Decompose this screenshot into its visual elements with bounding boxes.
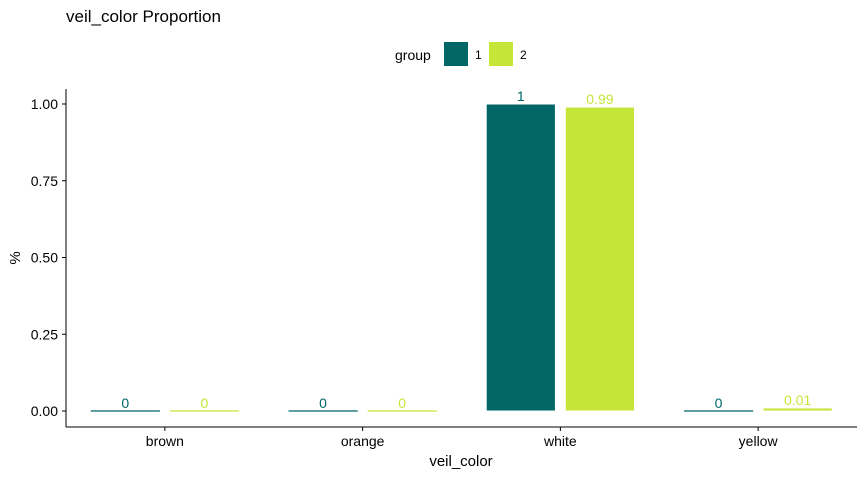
x-tick-label: orange xyxy=(341,433,385,449)
y-tick-label: 0.25 xyxy=(31,326,58,342)
y-tick-label: 0.00 xyxy=(31,403,58,419)
x-tick-label: brown xyxy=(146,433,184,449)
data-label: 0 xyxy=(201,395,209,411)
data-label: 0 xyxy=(121,395,129,411)
bars xyxy=(90,103,833,412)
legend-title: group xyxy=(395,47,431,63)
data-labels: 0 0 0 0 1 0.99 0 0.01 xyxy=(121,88,811,411)
y-axis-label: % xyxy=(7,251,24,264)
legend: group 1 2 xyxy=(395,42,527,66)
legend-label-2: 2 xyxy=(520,48,527,62)
bar-yellow-group-2 xyxy=(762,407,833,412)
data-label: 0 xyxy=(398,395,406,411)
data-label: 0.99 xyxy=(586,91,613,107)
data-label: 1 xyxy=(517,88,525,104)
y-axis: 0.00 0.25 0.50 0.75 1.00 xyxy=(31,96,66,419)
chart-title: veil_color Proportion xyxy=(66,7,221,26)
y-tick-label: 0.75 xyxy=(31,173,58,189)
legend-key-2 xyxy=(489,42,513,66)
x-axis: brown orange white yellow xyxy=(146,427,779,449)
data-label: 0 xyxy=(319,395,327,411)
data-label: 0 xyxy=(715,395,723,411)
legend-label-1: 1 xyxy=(475,48,482,62)
x-tick-label: white xyxy=(543,433,577,449)
x-tick-label: yellow xyxy=(739,433,779,449)
bar-white-group-1 xyxy=(485,103,556,412)
legend-key-1 xyxy=(444,42,468,66)
bar-white-group-2 xyxy=(564,106,636,412)
data-label: 0.01 xyxy=(784,392,811,408)
y-tick-label: 1.00 xyxy=(31,96,58,112)
y-tick-label: 0.50 xyxy=(31,250,58,266)
x-axis-label: veil_color xyxy=(429,453,492,470)
